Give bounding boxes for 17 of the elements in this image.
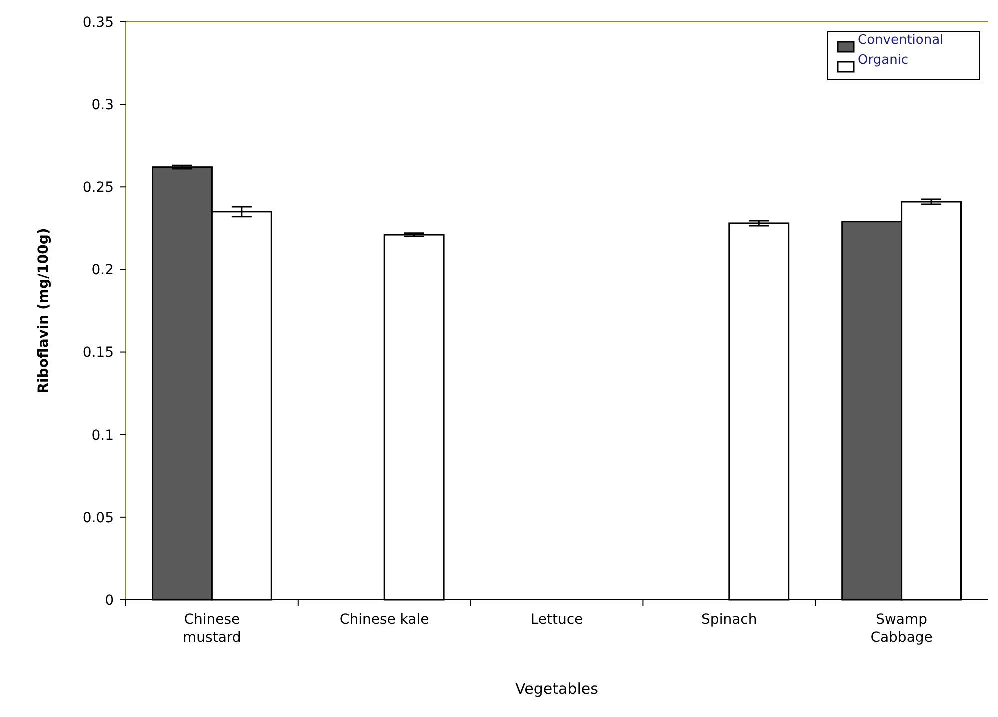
y-tick-label: 0.05 [82,510,114,526]
x-tick-label: Chinese kale [340,612,430,628]
legend-label: Conventional [858,33,944,48]
x-tick-label: Lettuce [530,612,584,628]
y-tick-label: 0.35 [82,14,114,31]
legend-label: Organic [858,53,909,68]
x-axis-title: Vegetables [516,680,599,698]
y-tick-label: 0.25 [82,180,114,196]
y-axis-title: Riboflavin (mg/100g) [36,228,52,394]
x-tick-label: Swamp Cabbage [870,612,933,646]
y-tick-label: 0.2 [92,262,114,279]
y-tick-label: 0.3 [92,97,114,114]
y-tick-label: 0.15 [82,345,114,362]
y-tick-label: 0.1 [92,428,114,444]
y-tick-label: 0 [105,592,114,609]
x-tick-label: Chinese mustard [183,612,242,646]
x-tick-label: Spinach [702,612,758,628]
